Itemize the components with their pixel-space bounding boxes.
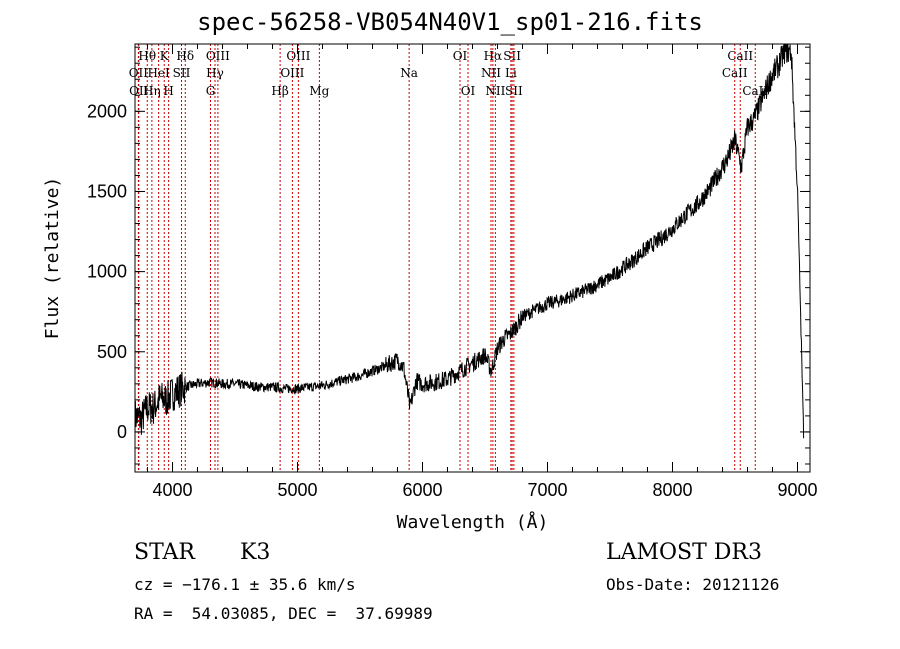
coordinates: RA = 54.03085, DEC = 37.69989 — [134, 604, 433, 623]
line-label-16: Li — [505, 66, 517, 80]
line-label-19: Hη — [143, 84, 161, 98]
x-tick-label-0: 4000 — [152, 480, 192, 500]
line-label-26: SII — [505, 84, 523, 98]
redshift-cz: cz = −176.1 ± 35.6 km/s — [134, 575, 356, 594]
line-label-6: Hα — [484, 49, 503, 63]
line-label-14: Na — [400, 66, 418, 80]
line-label-23: Mg — [309, 84, 329, 98]
line-label-10: HeI — [147, 66, 170, 80]
plot-frame — [134, 43, 811, 473]
line-label-22: Hβ — [271, 84, 288, 98]
x-axis-label: Wavelength (Å) — [397, 511, 549, 533]
line-label-21: G — [206, 84, 216, 98]
observation-date: Obs-Date: 20121126 — [606, 575, 780, 594]
line-label-4: OIII — [286, 49, 310, 63]
y-tick-label-4: 2000 — [87, 101, 127, 121]
line-label-24: OI — [461, 84, 476, 98]
line-label-11: SII — [173, 66, 191, 80]
y-tick-label-3: 1500 — [87, 181, 127, 201]
line-label-17: CaII — [722, 66, 748, 80]
line-label-12: Hγ — [206, 66, 224, 80]
y-tick-label-2: 1000 — [87, 262, 127, 282]
spectrum-line — [134, 43, 805, 439]
chart-title: spec-56258-VB054N40V1_sp01-216.fits — [197, 8, 703, 36]
y-tick-label-1: 500 — [97, 342, 127, 362]
x-tick-label-1: 5000 — [277, 480, 317, 500]
spectrum-chart: HθKHδOIIIOIIIOIHαSIICaIIOIIHeISIIHγOIIIN… — [42, 43, 818, 533]
line-label-25: NII — [485, 84, 505, 98]
line-label-15: NII — [481, 66, 501, 80]
emission-line-markers: HθKHδOIIIOIIIOIHαSIICaIIOIIHeISIIHγOIIIN… — [129, 44, 768, 472]
y-axis-label: Flux (relative) — [42, 177, 63, 340]
line-label-13: OIII — [280, 66, 304, 80]
survey-name: LAMOST DR3 — [606, 540, 762, 565]
line-label-1: K — [160, 49, 170, 63]
axes: 4000 5000 6000 7000 8000 9000 0 500 1000 1500 2000 — [87, 44, 818, 500]
line-label-3: OIII — [206, 49, 230, 63]
line-label-18: OII — [129, 84, 149, 98]
line-label-20: H — [163, 84, 173, 98]
object-class: STAR — [134, 540, 195, 565]
line-label-0: Hθ — [138, 49, 156, 63]
object-subclass: K3 — [240, 540, 271, 565]
line-label-7: SII — [503, 49, 521, 63]
x-tick-label-3: 7000 — [527, 480, 567, 500]
x-tick-label-4: 8000 — [652, 480, 692, 500]
line-label-8: CaII — [727, 49, 753, 63]
y-tick-label-0: 0 — [117, 422, 127, 442]
spectrum-series — [134, 43, 805, 439]
line-label-2: Hδ — [176, 49, 194, 63]
x-tick-label-5: 9000 — [777, 480, 817, 500]
x-tick-label-2: 6000 — [402, 480, 442, 500]
line-label-5: OI — [453, 49, 468, 63]
